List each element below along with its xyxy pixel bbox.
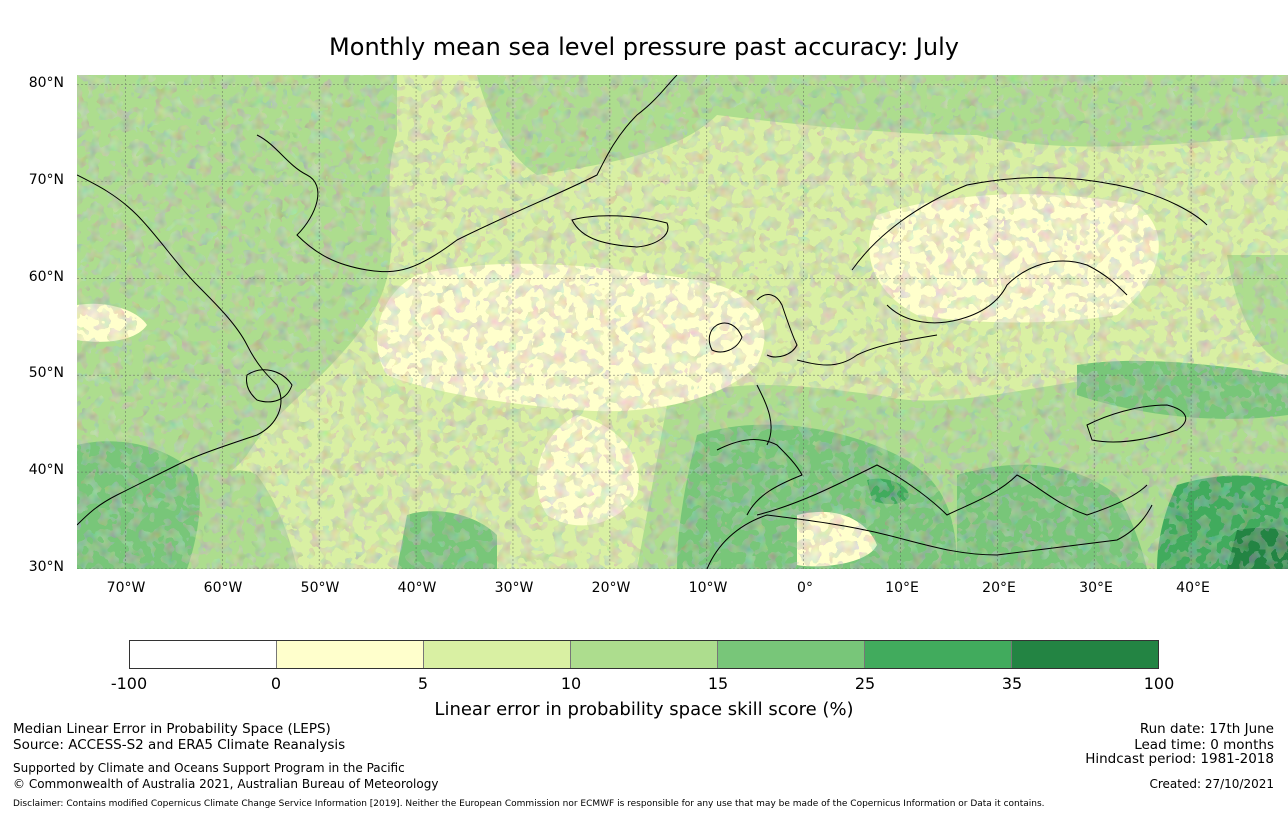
newfoundland-coast — [246, 369, 293, 403]
colorbar-segment — [718, 641, 865, 668]
colorbar-tick: 100 — [1143, 674, 1175, 693]
lon-label-70w: 70°W — [106, 580, 146, 596]
footer-copyright: © Commonwealth of Australia 2021, Austra… — [13, 777, 439, 791]
colorbar-segment — [571, 641, 718, 668]
disclaimer: Disclaimer: Contains modified Copernicus… — [13, 799, 1045, 809]
colorbar — [129, 640, 1159, 669]
lon-label-10w: 10°W — [688, 580, 728, 596]
lon-label-20e: 20°E — [982, 580, 1016, 596]
pixel-texture — [77, 75, 1288, 569]
scandinavia-coast — [851, 177, 1208, 324]
lon-label-30w: 30°W — [494, 580, 534, 596]
skill-map — [77, 75, 1288, 569]
colorbar-segment — [865, 641, 1012, 668]
lon-label-30e: 30°E — [1079, 580, 1113, 596]
lat-label-50n: 50°N — [28, 365, 64, 381]
iceland-coast — [571, 215, 669, 248]
canada-coast — [77, 174, 282, 526]
chart-title: Monthly mean sea level pressure past acc… — [329, 33, 959, 61]
map-svg — [77, 75, 1288, 569]
lat-label-60n: 60°N — [28, 269, 64, 285]
colorbar-segment — [424, 641, 571, 668]
colorbar-label: Linear error in probability space skill … — [434, 699, 854, 720]
lon-label-40w: 40°W — [397, 580, 437, 596]
lon-label-50w: 50°W — [300, 580, 340, 596]
footer-leps: Median Linear Error in Probability Space… — [13, 721, 331, 737]
colorbar-tick: 10 — [560, 674, 582, 693]
colorbar-tick: 25 — [854, 674, 876, 693]
lon-label-40e: 40°E — [1176, 580, 1210, 596]
colorbar-segment — [277, 641, 424, 668]
lat-label-30n: 30°N — [28, 559, 64, 575]
lon-label-20w: 20°W — [591, 580, 631, 596]
run-date: Run date: 17th June — [1139, 721, 1274, 737]
britain-coast — [708, 294, 798, 358]
colorbar-tick: 0 — [270, 674, 282, 693]
hindcast-period: Hindcast period: 1981-2018 — [1085, 751, 1274, 767]
lon-label-10e: 10°E — [885, 580, 919, 596]
colorbar-segment — [130, 641, 277, 668]
colorbar-tick: -100 — [110, 674, 148, 693]
created-date: Created: 27/10/2021 — [1149, 777, 1274, 791]
colorbar-segment — [1012, 641, 1158, 668]
lat-label-70n: 70°N — [28, 172, 64, 188]
lon-label-60w: 60°W — [203, 580, 243, 596]
lat-label-80n: 80°N — [28, 75, 64, 91]
footer-source: Source: ACCESS-S2 and ERA5 Climate Reana… — [13, 737, 346, 753]
footer-support: Supported by Climate and Oceans Support … — [13, 761, 405, 775]
coastlines — [77, 75, 1208, 569]
lat-label-40n: 40°N — [28, 462, 64, 478]
lead-time: Lead time: 0 months — [1134, 737, 1274, 753]
gridlines — [77, 75, 1288, 569]
black-sea-coast — [1086, 404, 1187, 443]
north-africa-coast — [706, 504, 1153, 569]
lon-label-0: 0° — [797, 580, 813, 596]
greenland-coast — [256, 75, 678, 273]
colorbar-tick: 35 — [1001, 674, 1023, 693]
europe-coast — [716, 334, 1148, 516]
colorbar-tick: 15 — [707, 674, 729, 693]
colorbar-tick: 5 — [417, 674, 429, 693]
